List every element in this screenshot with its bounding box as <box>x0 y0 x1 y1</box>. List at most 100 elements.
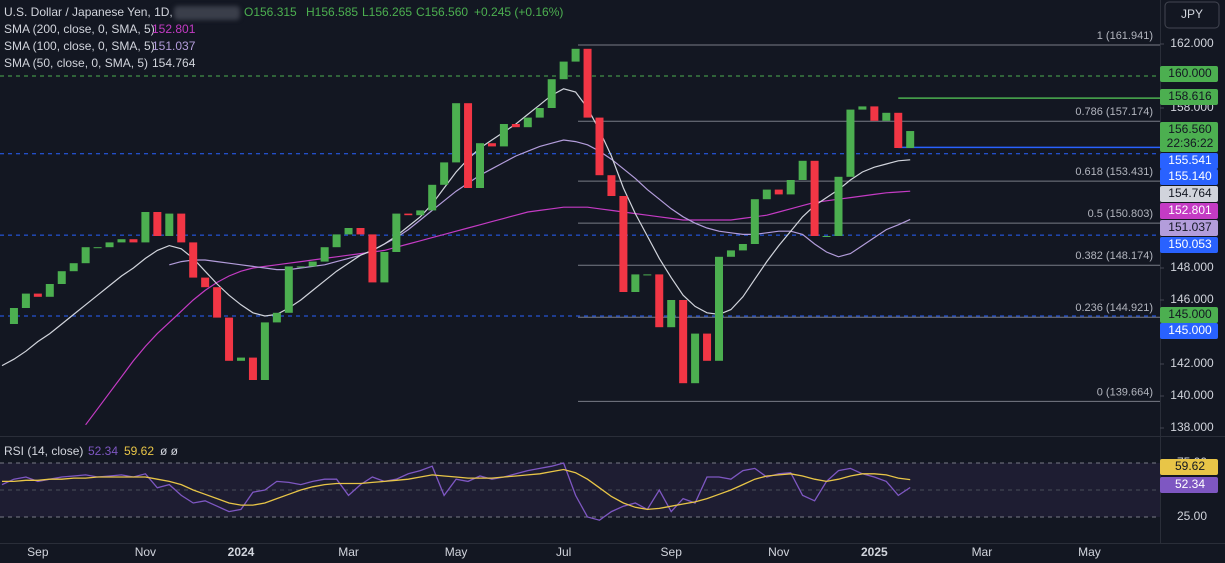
candle <box>822 236 831 237</box>
candle <box>750 199 759 244</box>
candle <box>858 106 867 110</box>
candle <box>667 300 676 328</box>
price-badge-label: 154.764 <box>1168 186 1212 200</box>
legend-value: 154.764 <box>152 56 196 70</box>
price-badge <box>1160 122 1218 152</box>
candle <box>225 317 234 361</box>
candle <box>535 108 544 118</box>
candle <box>870 106 879 121</box>
currency-label[interactable]: JPY <box>1181 7 1203 21</box>
rsi-extras: ø ø <box>160 444 179 458</box>
candle <box>308 261 317 267</box>
ohlc-open: O156.315 <box>244 5 297 19</box>
rsi-badge-label: 59.62 <box>1175 459 1205 473</box>
fib-label: 0.382 (148.174) <box>1075 250 1153 262</box>
candle <box>703 333 712 361</box>
x-tick-label: 2024 <box>228 545 255 559</box>
legend-name: SMA (50, close, 0, SMA, 5) <box>4 56 148 70</box>
price-badge <box>1160 169 1218 185</box>
candle <box>284 266 293 313</box>
fib-label: 0.5 (150.803) <box>1088 208 1153 220</box>
candle <box>679 300 688 384</box>
price-badge-label: 158.616 <box>1168 89 1212 103</box>
candle <box>33 293 42 297</box>
x-tick-label: Nov <box>135 545 156 559</box>
candle <box>762 189 771 200</box>
candle <box>248 357 257 380</box>
rsi-line <box>2 468 911 511</box>
price-badge-label: 155.541 <box>1168 153 1212 167</box>
candle <box>45 284 54 297</box>
rsi-tick-label: 25.00 <box>1177 509 1207 523</box>
y-tick-label: 162.000 <box>1170 36 1214 50</box>
candle <box>9 308 18 324</box>
candle <box>141 212 150 243</box>
candle <box>416 210 425 216</box>
legend-value: 152.801 <box>152 22 196 36</box>
price-badge-label: 160.000 <box>1168 66 1212 80</box>
ohlc-high: H156.585 <box>306 5 358 19</box>
x-tick-label: May <box>1078 545 1101 559</box>
candle <box>786 180 795 195</box>
fib-label: 0 (139.664) <box>1097 386 1153 398</box>
candle <box>296 266 305 268</box>
price-badge <box>1160 153 1218 169</box>
candle <box>487 143 496 147</box>
price-badge <box>1160 307 1218 323</box>
candle <box>440 162 449 185</box>
fib-label: 0.786 (157.174) <box>1075 106 1153 118</box>
x-tick-label: Mar <box>338 545 359 559</box>
candle <box>595 117 604 176</box>
y-tick-label: 140.000 <box>1170 388 1214 402</box>
ohlc-close: C156.560 <box>416 5 468 19</box>
price-badge <box>1160 89 1218 105</box>
price-badge-label: 152.801 <box>1168 203 1212 217</box>
candle <box>153 212 162 236</box>
candle <box>511 124 520 128</box>
x-tick-label: May <box>445 545 468 559</box>
fib-label: 0.618 (153.431) <box>1075 166 1153 178</box>
candle <box>894 112 903 148</box>
rsi-badge-label: 52.34 <box>1175 477 1205 491</box>
candle <box>834 176 843 236</box>
candle <box>452 103 461 163</box>
candle <box>738 244 747 251</box>
sma-line <box>85 190 911 426</box>
candle <box>105 242 114 248</box>
y-tick-label: 142.000 <box>1170 356 1214 370</box>
x-tick-label: Mar <box>972 545 993 559</box>
y-tick-label: 146.000 <box>1170 292 1214 306</box>
legend-name: SMA (200, close, 0, SMA, 5) <box>4 22 155 36</box>
price-badge-label: 156.560 <box>1168 122 1212 136</box>
candle <box>213 287 222 318</box>
candle <box>428 184 437 211</box>
candle <box>774 189 783 195</box>
legend-name: SMA (100, close, 0, SMA, 5) <box>4 39 155 53</box>
x-tick-label: Sep <box>27 545 49 559</box>
price-badge <box>1160 203 1218 219</box>
candle <box>189 242 198 278</box>
price-badge <box>1160 323 1218 339</box>
rsi-badge <box>1160 477 1218 493</box>
x-tick-label: Nov <box>768 545 789 559</box>
price-badge-label: 145.000 <box>1168 323 1212 337</box>
price-badge <box>1160 220 1218 236</box>
price-badge-label: 150.053 <box>1168 237 1212 251</box>
symbol-title: U.S. Dollar / Japanese Yen, 1D, <box>4 5 173 19</box>
rsi-legend-value: 59.62 <box>124 444 154 458</box>
candle <box>655 274 664 328</box>
candle <box>643 274 652 276</box>
rsi-legend-value: 52.34 <box>88 444 118 458</box>
candle <box>356 228 365 235</box>
candle <box>476 143 484 188</box>
candle <box>117 239 126 243</box>
candle <box>499 124 508 147</box>
currency-button[interactable] <box>1164 1 1220 29</box>
candle <box>21 293 30 308</box>
y-tick-label: 148.000 <box>1170 260 1214 274</box>
price-badge-label: 145.000 <box>1168 307 1212 321</box>
candle <box>523 117 532 128</box>
candle <box>69 263 78 272</box>
candle <box>619 196 628 292</box>
x-tick-label: Sep <box>661 545 683 559</box>
